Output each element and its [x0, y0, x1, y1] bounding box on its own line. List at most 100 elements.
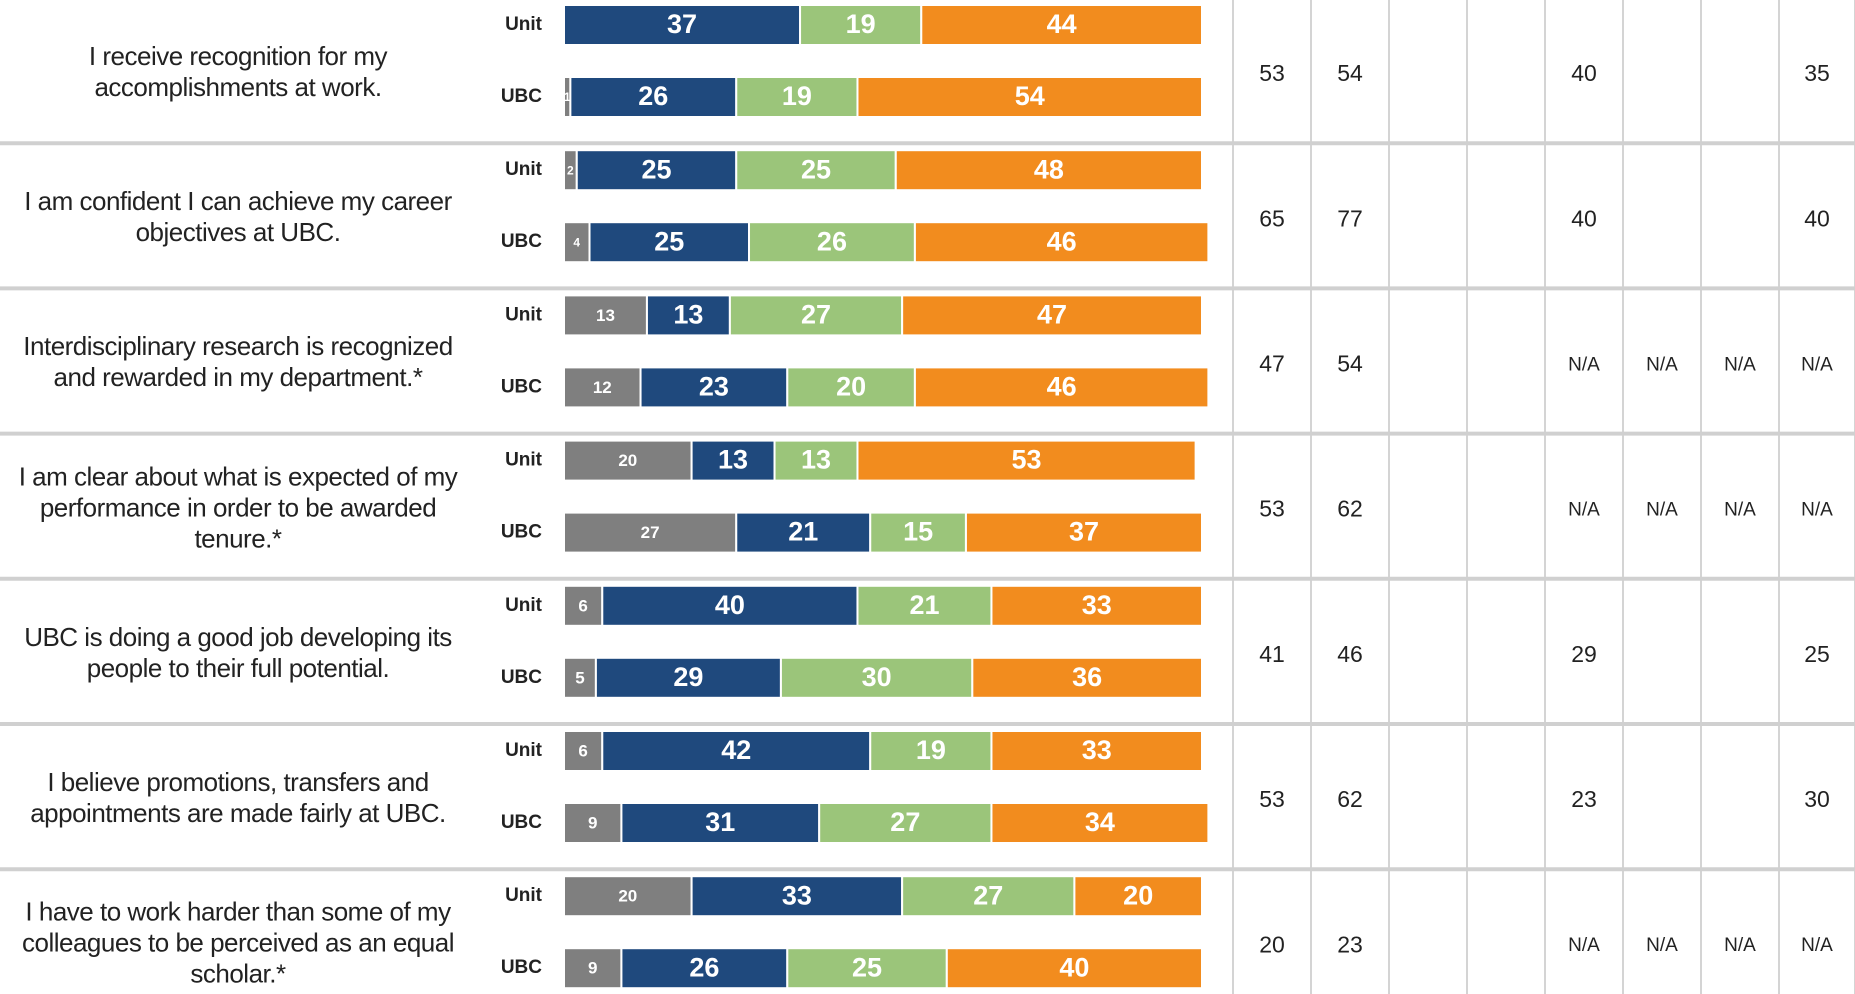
- table-cell: N/A: [1646, 500, 1678, 521]
- segment-label: 27: [801, 300, 831, 330]
- bar-label: Unit: [505, 885, 543, 906]
- bar-segment: [588, 221, 751, 264]
- table-cell: N/A: [1724, 500, 1756, 521]
- bar-segment: [901, 875, 1076, 918]
- bar-label: Unit: [505, 450, 543, 471]
- segment-label: 19: [846, 9, 876, 39]
- table-cell: 47: [1259, 350, 1285, 376]
- bar-segment: [964, 511, 1203, 554]
- bar-segment: [563, 511, 738, 554]
- segment-label: 15: [903, 517, 933, 547]
- segment-label: 37: [1069, 517, 1099, 547]
- table-cell: 46: [1337, 641, 1363, 667]
- table-cell: N/A: [1801, 354, 1833, 375]
- bar-label: Unit: [505, 595, 543, 616]
- bar-segment: [786, 947, 948, 990]
- segment-label: 47: [1037, 300, 1067, 330]
- bar-segment: [575, 149, 738, 192]
- table-cell: 40: [1804, 205, 1830, 231]
- statement: I am confident I can achieve my career o…: [24, 186, 452, 248]
- segment-label: 13: [673, 300, 703, 330]
- bar-segment: [869, 730, 993, 772]
- segment-label: 54: [1015, 81, 1045, 111]
- table-cell: 40: [1571, 205, 1597, 231]
- segment-label: 6: [578, 596, 587, 615]
- table-cell: 35: [1804, 60, 1830, 86]
- bar-segment: [563, 221, 591, 264]
- bar-label: UBC: [501, 86, 542, 107]
- bar-segment: [645, 294, 731, 337]
- segment-label: 20: [836, 372, 866, 402]
- segment-label: 21: [909, 590, 939, 620]
- bar-segment: [563, 366, 642, 409]
- segment-label: 4: [573, 235, 580, 249]
- statement: I have to work harder than some of my co…: [22, 896, 455, 989]
- statement: I receive recognition for my accomplishm…: [88, 41, 388, 102]
- bar-segment: [856, 76, 1203, 118]
- bar-segment: [971, 656, 1203, 699]
- bar-segment: [563, 730, 604, 772]
- bar-segment: [913, 366, 1210, 409]
- bar-segment: [990, 802, 1210, 844]
- table-cell: 54: [1337, 60, 1363, 86]
- bar-segment: [945, 947, 1203, 990]
- segment-label: 20: [1123, 880, 1153, 910]
- segment-label: 9: [588, 959, 597, 978]
- segment-label: 26: [689, 952, 719, 982]
- table-cell: N/A: [1801, 935, 1833, 956]
- segment-label: 6: [578, 741, 587, 760]
- segment-label: 12: [593, 378, 612, 397]
- table-cell: N/A: [1646, 935, 1678, 956]
- segment-label: 26: [638, 81, 668, 111]
- bar-label: Unit: [505, 740, 543, 761]
- bar-segment: [894, 149, 1203, 192]
- segment-label: 29: [673, 662, 703, 692]
- segment-label: 42: [721, 735, 751, 765]
- segment-label: 31: [705, 807, 735, 837]
- table-cell: 25: [1804, 641, 1830, 667]
- bar-segment: [748, 221, 916, 264]
- table-cell: 53: [1259, 786, 1285, 812]
- segment-label: 20: [618, 887, 637, 906]
- segment-label: 20: [618, 451, 637, 470]
- table-cell: N/A: [1568, 500, 1600, 521]
- table-cell: 62: [1337, 786, 1363, 812]
- segment-label: 2: [567, 163, 574, 177]
- segment-label: 13: [596, 306, 615, 325]
- bar-label: UBC: [501, 957, 542, 978]
- bar-segment: [913, 221, 1210, 264]
- segment-label: 21: [788, 517, 818, 547]
- bar-segment: [901, 294, 1203, 337]
- bar-segment: [735, 76, 859, 118]
- segment-label: 53: [1012, 445, 1042, 475]
- table-cell: 29: [1571, 641, 1597, 667]
- bar-label: UBC: [501, 667, 542, 688]
- segment-label: 13: [801, 445, 831, 475]
- segment-label: 40: [1059, 952, 1089, 982]
- table-cell: N/A: [1646, 354, 1678, 375]
- bar-label: UBC: [501, 812, 542, 833]
- statement: I am clear about what is expected of my …: [18, 461, 458, 554]
- table-cell: 20: [1259, 931, 1285, 957]
- bar-label: UBC: [501, 376, 542, 397]
- bar-segment: [735, 511, 872, 554]
- bar-segment: [563, 947, 623, 990]
- segment-label: 30: [862, 662, 892, 692]
- table-cell: 53: [1259, 60, 1285, 86]
- segment-label: 33: [782, 880, 812, 910]
- table-cell: 65: [1259, 205, 1285, 231]
- table-cell: 62: [1337, 496, 1363, 522]
- bar-segment: [818, 802, 993, 844]
- bar-segment: [920, 4, 1204, 46]
- bar-label: Unit: [505, 304, 543, 325]
- segment-label: 1: [564, 90, 571, 104]
- table-cell: N/A: [1724, 354, 1756, 375]
- table-cell: N/A: [1724, 935, 1756, 956]
- table-cell: 23: [1337, 931, 1363, 957]
- bar-segment: [690, 439, 776, 482]
- segment-label: 36: [1072, 662, 1102, 692]
- bar-segment: [639, 366, 789, 409]
- segment-label: 33: [1082, 590, 1112, 620]
- segment-label: 46: [1047, 226, 1077, 256]
